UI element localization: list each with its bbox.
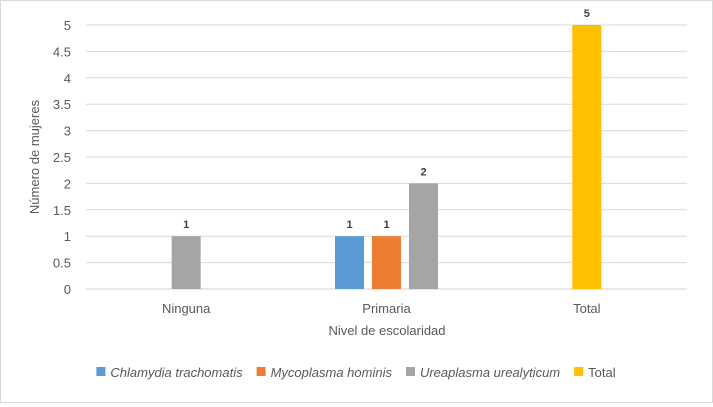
legend-swatch <box>256 367 266 376</box>
x-axis-ticks: Ninguna Primaria Total <box>162 301 601 316</box>
legend-item: Chlamydia trachomatis <box>96 365 243 380</box>
x-tick-label: Total <box>573 301 601 316</box>
y-tick-label: 2 <box>64 176 71 191</box>
y-axis-title: Número de mujeres <box>27 99 42 214</box>
data-label: 1 <box>383 219 389 231</box>
bar <box>335 236 364 289</box>
y-tick-label: 1 <box>64 229 71 244</box>
y-tick-label: 2.5 <box>53 150 71 165</box>
legend-label: Mycoplasma hominis <box>271 365 393 380</box>
x-axis-title: Nivel de escolaridad <box>328 323 445 338</box>
y-tick-label: 0 <box>64 282 71 297</box>
bar <box>409 183 438 289</box>
legend-item: Mycoplasma hominis <box>256 365 393 380</box>
legend-item: Ureaplasma urealyticum <box>405 365 560 380</box>
y-axis-ticks: 0 0.5 1 1.5 2 2.5 3 3.5 4 4.5 5 <box>53 18 71 297</box>
legend-swatch <box>96 367 106 376</box>
y-tick-label: 4 <box>64 71 71 86</box>
bar <box>372 236 401 289</box>
data-label: 5 <box>584 8 590 20</box>
data-label: 2 <box>420 166 426 178</box>
y-tick-label: 1.5 <box>53 203 71 218</box>
y-tick-label: 3.5 <box>53 97 71 112</box>
legend-item: Total <box>574 365 616 380</box>
y-tick-label: 4.5 <box>53 44 71 59</box>
bar <box>572 25 602 289</box>
data-label: 1 <box>183 219 189 231</box>
legend-label: Total <box>588 365 616 380</box>
legend-label: Chlamydia trachomatis <box>110 365 243 380</box>
data-label: 1 <box>346 219 352 231</box>
y-tick-label: 3 <box>64 124 71 139</box>
data-labels: 1 1 1 2 5 <box>183 8 590 231</box>
bar <box>171 236 201 289</box>
y-tick-label: 0.5 <box>53 256 71 271</box>
x-tick-label: Ninguna <box>162 301 211 316</box>
legend-swatch <box>574 367 584 376</box>
y-tick-label: 5 <box>64 18 71 33</box>
bars <box>171 25 602 289</box>
legend-swatch <box>405 367 415 376</box>
x-tick-label: Primaria <box>362 301 411 316</box>
legend-label: Ureaplasma urealyticum <box>420 365 560 380</box>
legend: Chlamydia trachomatis Mycoplasma hominis U… <box>96 365 616 380</box>
